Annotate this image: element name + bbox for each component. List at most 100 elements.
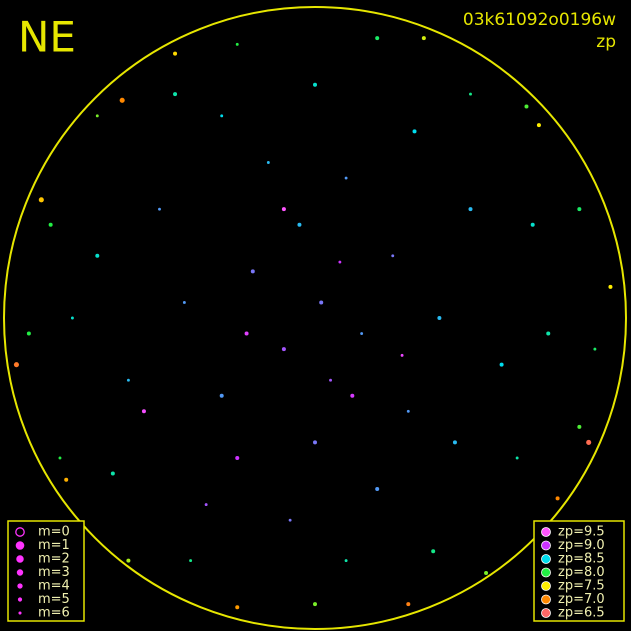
star xyxy=(126,558,131,563)
star xyxy=(406,602,411,607)
star xyxy=(437,316,442,320)
star xyxy=(421,36,426,41)
stars xyxy=(13,36,613,610)
star xyxy=(452,440,457,445)
star xyxy=(235,42,239,46)
star xyxy=(468,207,473,212)
star xyxy=(400,353,404,357)
zp-label: zp=9.0 xyxy=(558,538,605,553)
magnitude-marker xyxy=(18,611,22,615)
star xyxy=(375,487,380,492)
legends: m=0m=1m=2m=3m=4m=5m=6zp=9.5zp=9.0zp=8.5z… xyxy=(15,525,605,621)
star xyxy=(173,92,178,97)
star xyxy=(48,222,53,227)
zp-marker xyxy=(541,554,551,564)
star xyxy=(95,114,99,118)
star xyxy=(126,378,130,382)
star xyxy=(110,471,115,476)
star xyxy=(95,253,100,258)
direction-label: NE xyxy=(18,13,76,62)
star xyxy=(586,439,592,445)
star xyxy=(182,301,186,304)
star xyxy=(344,559,348,563)
magnitude-marker xyxy=(15,541,25,550)
star xyxy=(577,207,582,212)
star xyxy=(313,82,317,87)
star xyxy=(412,129,417,134)
zp-label: zp=6.5 xyxy=(558,606,605,621)
zp-marker xyxy=(541,540,551,551)
star xyxy=(288,518,292,522)
zp-label: zp=8.0 xyxy=(558,565,605,580)
magnitude-label: m=3 xyxy=(38,565,70,580)
magnitude-marker xyxy=(17,597,23,602)
image-id: 03k61092o0196w xyxy=(463,10,616,30)
star xyxy=(530,222,535,227)
star xyxy=(266,161,270,164)
magnitude-label: m=5 xyxy=(38,592,70,607)
star xyxy=(319,300,324,305)
star xyxy=(329,378,332,382)
star xyxy=(173,51,178,56)
star xyxy=(515,456,519,460)
star xyxy=(313,602,317,607)
magnitude-label: m=6 xyxy=(38,606,70,621)
star xyxy=(375,36,380,41)
star xyxy=(350,393,355,398)
star xyxy=(546,331,551,336)
star xyxy=(235,455,240,460)
star xyxy=(499,362,504,367)
star xyxy=(244,331,249,336)
star xyxy=(391,254,395,258)
star xyxy=(26,331,31,336)
magnitude-label: m=2 xyxy=(38,552,70,567)
star xyxy=(555,496,560,501)
star xyxy=(524,104,529,109)
zp-marker xyxy=(541,594,551,605)
star xyxy=(469,92,472,96)
star xyxy=(189,559,193,563)
zp-marker xyxy=(541,608,551,618)
magnitude-marker xyxy=(17,583,23,589)
star xyxy=(608,284,613,289)
zp-label: zp=7.5 xyxy=(558,579,605,594)
zp-label: zp=9.5 xyxy=(558,525,605,540)
star xyxy=(536,123,541,128)
star xyxy=(344,176,348,180)
star xyxy=(338,260,342,264)
star xyxy=(281,207,286,212)
star xyxy=(593,347,597,351)
magnitude-label: m=1 xyxy=(38,538,70,553)
magnitude-label: m=4 xyxy=(38,579,70,594)
star xyxy=(250,269,255,274)
star xyxy=(313,440,317,445)
star xyxy=(431,549,436,554)
magnitude-marker xyxy=(15,527,25,537)
star xyxy=(484,571,489,576)
star xyxy=(220,114,224,118)
star xyxy=(119,97,125,103)
zp-marker xyxy=(541,567,551,578)
mode-label: zp xyxy=(596,32,616,52)
zp-marker xyxy=(541,581,551,591)
star xyxy=(297,222,302,227)
star xyxy=(141,409,146,414)
star xyxy=(281,347,286,352)
magnitude-marker xyxy=(16,569,24,576)
star xyxy=(64,477,69,482)
star xyxy=(360,332,364,335)
star xyxy=(219,393,224,398)
star xyxy=(13,362,19,368)
star xyxy=(406,409,410,413)
zp-label: zp=7.0 xyxy=(558,592,605,607)
horizon-circle xyxy=(3,6,627,630)
star xyxy=(58,456,62,460)
magnitude-label: m=0 xyxy=(38,525,70,540)
star xyxy=(577,424,582,429)
star xyxy=(204,503,208,507)
zp-marker xyxy=(541,527,551,537)
star xyxy=(158,207,161,211)
magnitude-marker xyxy=(16,555,24,563)
